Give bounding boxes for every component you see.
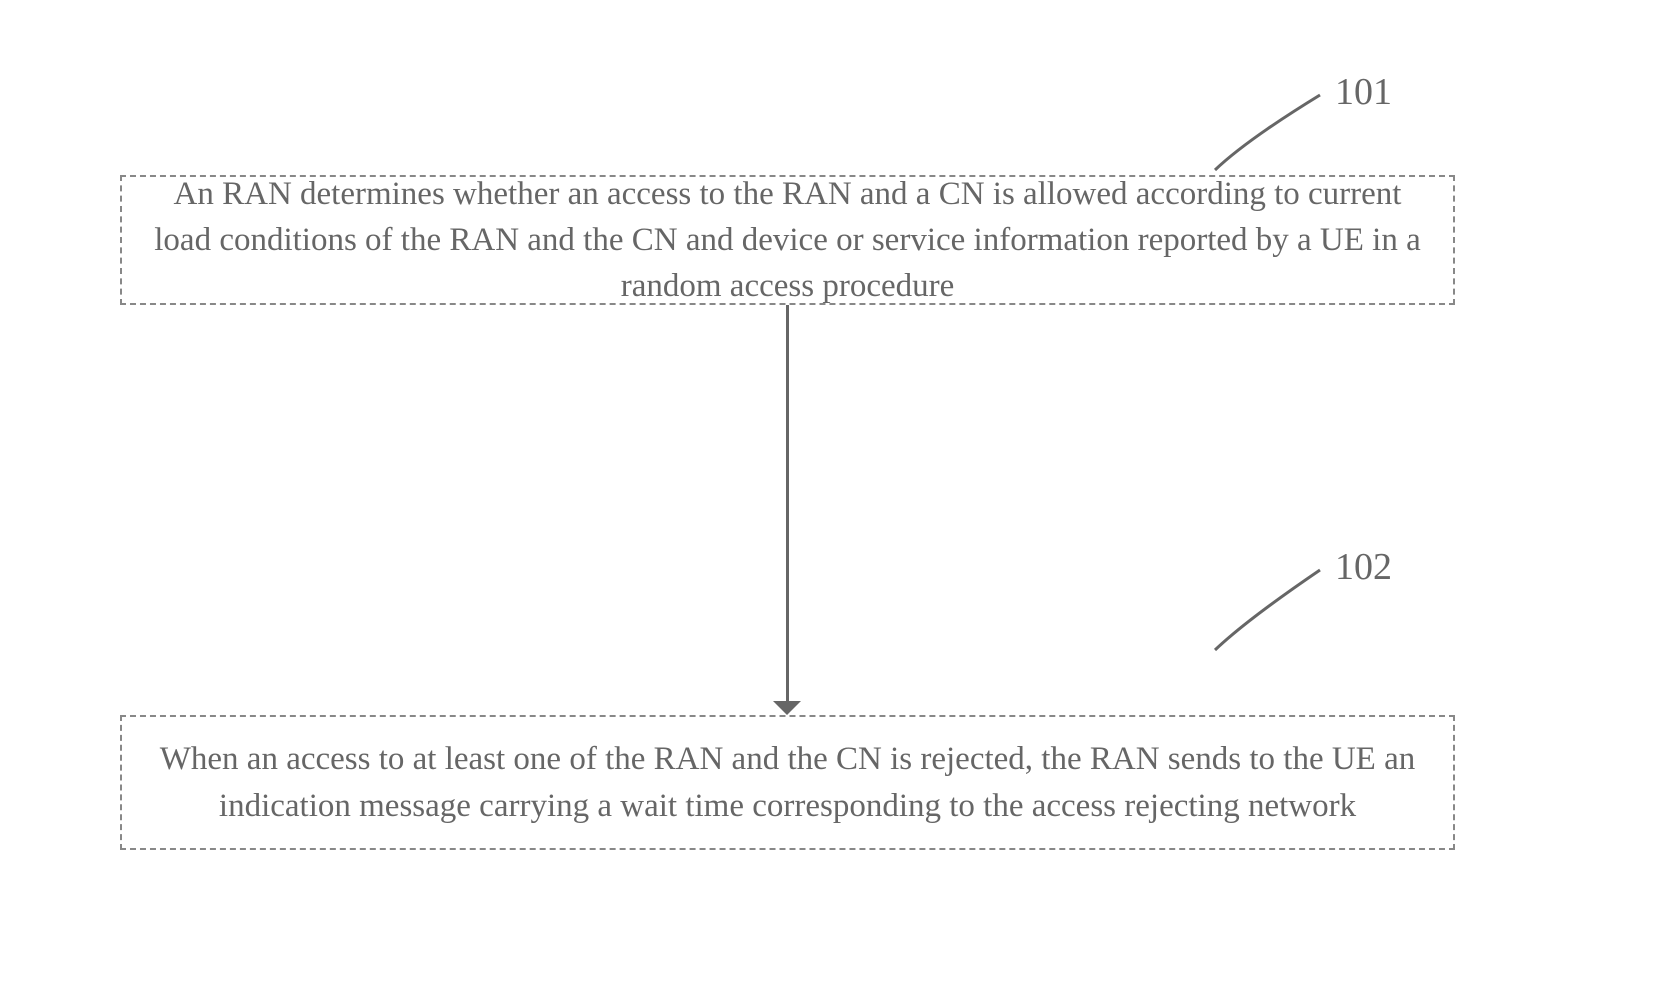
node-2-text: When an access to at least one of the RA… bbox=[142, 736, 1433, 828]
edge-arrow-head bbox=[773, 701, 801, 715]
node-1-callout-curve bbox=[1195, 75, 1395, 225]
node-2-callout-curve bbox=[1195, 550, 1395, 700]
edge-arrow-line bbox=[786, 305, 789, 701]
flowchart-node-2: When an access to at least one of the RA… bbox=[120, 715, 1455, 850]
